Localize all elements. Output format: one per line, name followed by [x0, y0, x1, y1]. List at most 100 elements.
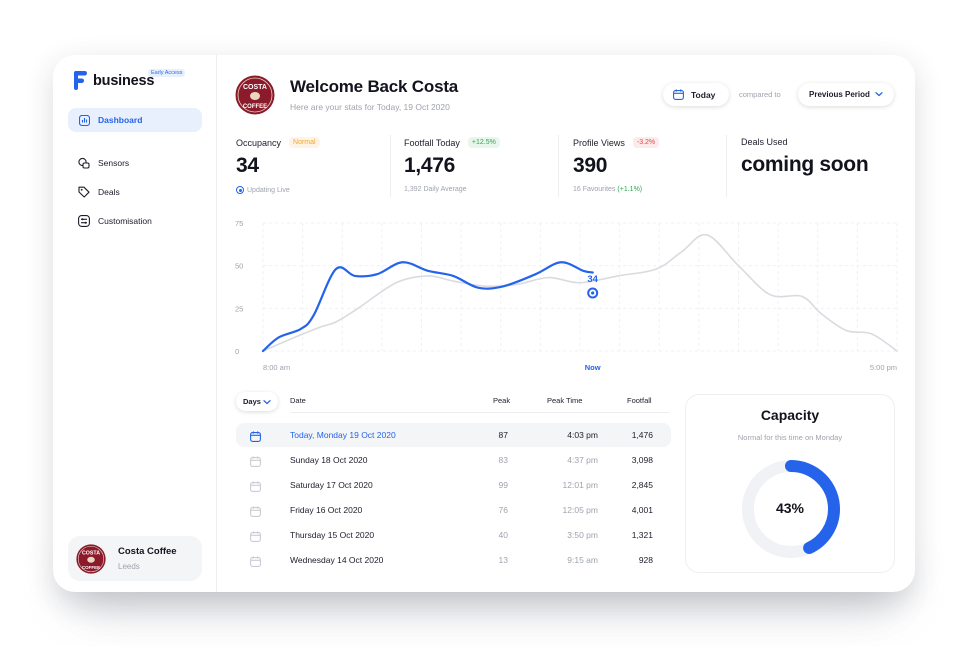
chevron-down-icon	[263, 398, 271, 406]
costa-logo: COSTA COFFEE	[76, 543, 106, 574]
stat-occupancy: Occupancy Normal 34 Updating Live	[236, 137, 320, 199]
cell-date: Sunday 18 Oct 2020	[290, 455, 368, 465]
cell-date: Saturday 17 Oct 2020	[290, 480, 373, 490]
capacity-percent: 43%	[775, 500, 805, 516]
divider	[390, 135, 391, 197]
period-label: Previous Period	[809, 90, 870, 99]
column-header-peak-time: Peak Time	[547, 396, 583, 405]
brand-logo-icon	[74, 71, 87, 90]
account-card[interactable]: COSTA COFFEE Costa Coffee Leeds	[68, 536, 202, 581]
sidebar-item-customisation[interactable]: Customisation	[68, 209, 202, 233]
y-tick-label: 75	[235, 219, 243, 228]
calendar-icon	[250, 454, 261, 472]
today-label: Today	[691, 89, 716, 100]
capacity-card: Capacity Normal for this time on Monday …	[685, 394, 895, 573]
stat-value: coming soon	[741, 153, 869, 176]
table-row[interactable]: Wednesday 14 Oct 2020 13 9:15 am 928	[236, 548, 671, 572]
stat-label: Footfall Today	[404, 137, 460, 148]
logo-text-bottom: COFFEE	[82, 564, 100, 569]
cell-footfall: 1,476	[631, 430, 653, 440]
sidebar-item-label: Dashboard	[98, 115, 143, 125]
early-access-badge: Early Access	[148, 69, 186, 77]
page-subtitle: Here are your stats for Today, 19 Oct 20…	[290, 102, 450, 112]
calendar-icon	[673, 89, 684, 100]
cell-peak-time: 4:03 pm	[567, 430, 598, 440]
column-header-footfall: Footfall	[627, 396, 652, 405]
calendar-icon	[250, 529, 261, 547]
sidebar-item-sensors[interactable]: Sensors	[68, 151, 202, 175]
sidebar: business Early Access Dashboard Sensors …	[53, 55, 217, 592]
capacity-subtitle: Normal for this time on Monday	[737, 433, 843, 442]
header-divider	[290, 412, 670, 413]
stat-label: Deals Used	[741, 137, 788, 147]
app-window: business Early Access Dashboard Sensors …	[53, 55, 915, 592]
cell-peak-time: 9:15 am	[567, 555, 598, 565]
cell-peak: 99	[498, 480, 508, 490]
costa-logo: COSTA COFFEE	[235, 75, 275, 115]
y-tick-label: 25	[235, 304, 243, 313]
tag-icon	[78, 186, 90, 198]
cell-date: Today, Monday 19 Oct 2020	[290, 430, 396, 440]
calendar-icon	[250, 554, 261, 572]
cell-footfall: 4,001	[631, 505, 653, 515]
sidebar-item-deals[interactable]: Deals	[68, 180, 202, 204]
table-row[interactable]: Thursday 15 Oct 2020 40 3:50 pm 1,321	[236, 523, 671, 547]
calendar-icon	[250, 479, 261, 497]
capacity-ring	[742, 460, 840, 558]
sliders-icon	[78, 215, 90, 227]
sidebar-item-label: Sensors	[98, 158, 130, 168]
brand-name: business	[93, 72, 155, 89]
sensor-icon	[78, 157, 90, 169]
live-indicator-icon	[236, 186, 244, 194]
y-tick-label: 0	[235, 347, 239, 356]
main-content: COSTA COFFEE Welcome Back Costa Here are…	[217, 55, 915, 592]
brand[interactable]: business	[74, 71, 154, 90]
cell-date: Wednesday 14 Oct 2020	[290, 555, 384, 565]
cell-date: Friday 16 Oct 2020	[290, 505, 363, 515]
table-row[interactable]: Sunday 18 Oct 2020 83 4:37 pm 3,098	[236, 448, 671, 472]
table-row[interactable]: Saturday 17 Oct 2020 99 12:01 pm 2,845	[236, 473, 671, 497]
table-row[interactable]: Today, Monday 19 Oct 2020 87 4:03 pm 1,476	[236, 423, 671, 447]
table-row[interactable]: Friday 16 Oct 2020 76 12:05 pm 4,001	[236, 498, 671, 522]
column-header-peak: Peak	[493, 396, 511, 405]
cell-peak: 40	[498, 530, 508, 540]
cell-date: Thursday 15 Oct 2020	[290, 530, 375, 540]
cell-peak-time: 12:01 pm	[562, 480, 598, 490]
series-line-previous	[262, 233, 898, 352]
stat-foot: 1,392 Daily Average	[404, 186, 467, 193]
chevron-down-icon	[875, 90, 883, 98]
cell-peak-time: 12:05 pm	[562, 505, 598, 515]
cell-footfall: 2,845	[631, 480, 653, 490]
today-button[interactable]: Today	[663, 83, 729, 106]
cell-peak: 13	[498, 555, 508, 565]
status-badge: Normal	[289, 137, 320, 148]
bar-chart-icon	[78, 114, 90, 126]
y-tick-label: 50	[235, 262, 243, 271]
cell-peak-time: 3:50 pm	[567, 530, 598, 540]
stat-foot-change: (+1.1%)	[617, 186, 643, 193]
cell-peak-time: 4:37 pm	[567, 455, 598, 465]
calendar-icon	[250, 504, 261, 522]
stat-footfall: Footfall Today +12.5% 1,476 1,392 Daily A…	[404, 137, 500, 199]
logo-text-top: COSTA	[82, 550, 100, 556]
compared-to-label: compared to	[739, 90, 781, 99]
logo-text-bottom: COFFEE	[243, 104, 267, 110]
page-title: Welcome Back Costa	[290, 77, 459, 96]
capacity-title: Capacity	[760, 407, 820, 423]
change-badge: -3.2%	[632, 137, 660, 148]
stat-label: Profile Views	[573, 137, 625, 148]
occupancy-chart: 75 50 25 0 34 8:00 am Now 5:00 pm	[235, 219, 898, 372]
stat-value: 1,476	[404, 154, 456, 177]
period-select[interactable]: Previous Period	[798, 83, 894, 106]
sidebar-item-label: Customisation	[98, 216, 152, 226]
current-point-center	[591, 291, 595, 295]
cell-footfall: 1,321	[631, 530, 653, 540]
stat-value: 34	[236, 154, 259, 177]
capacity-fill	[742, 460, 840, 558]
logo-text-top: COSTA	[243, 84, 267, 91]
current-value-label: 34	[587, 274, 598, 285]
sidebar-item-dashboard[interactable]: Dashboard	[68, 108, 202, 132]
days-filter-button[interactable]: Days	[236, 392, 278, 411]
change-badge: +12.5%	[467, 137, 500, 148]
x-tick-label: Now	[585, 363, 601, 372]
